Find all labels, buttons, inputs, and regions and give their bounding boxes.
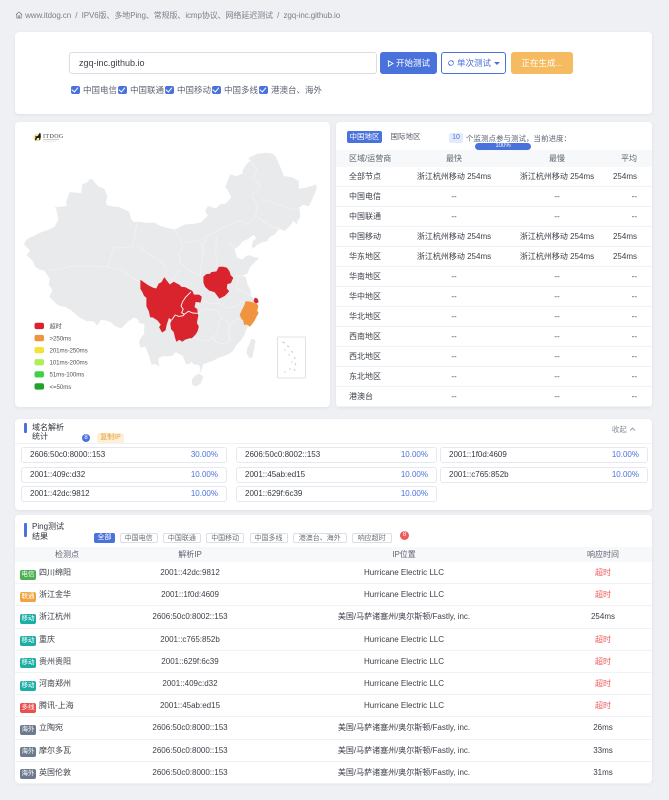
svg-text:51ms-100ms: 51ms-100ms — [50, 372, 85, 379]
svg-text:101ms-200ms: 101ms-200ms — [50, 360, 88, 367]
svg-text:201ms-250ms: 201ms-250ms — [50, 348, 88, 355]
svg-text:>250ms: >250ms — [50, 335, 72, 342]
svg-text:超时: 超时 — [50, 322, 62, 330]
svg-text:<=50ms: <=50ms — [50, 384, 72, 391]
svg-text:ITDOG: ITDOG — [43, 134, 64, 140]
